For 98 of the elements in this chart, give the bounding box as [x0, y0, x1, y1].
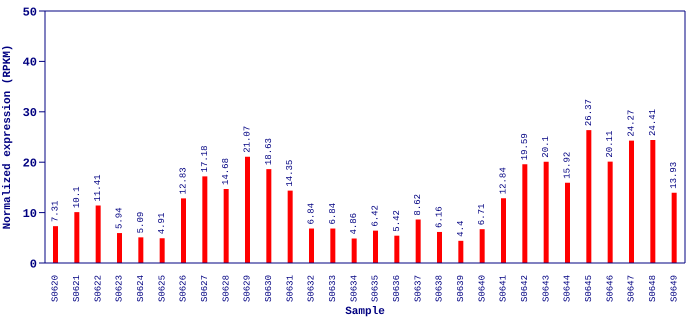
- data-label: 5.09: [136, 212, 146, 234]
- bar: [416, 220, 421, 263]
- bar: [501, 198, 506, 263]
- bar: [330, 228, 336, 263]
- bar: [309, 228, 314, 263]
- bar: [96, 205, 101, 263]
- data-label: 6.42: [370, 205, 380, 227]
- x-tick-label: S0638: [434, 275, 445, 302]
- bar: [522, 164, 528, 263]
- data-label: 4.86: [349, 212, 360, 235]
- x-tick-label: S0621: [72, 275, 82, 302]
- bar: [437, 232, 442, 263]
- x-tick-label: S0624: [136, 275, 146, 302]
- bar: [288, 190, 293, 263]
- x-tick-label: S0649: [669, 275, 680, 302]
- x-tick-label: S0634: [349, 275, 360, 302]
- data-label: 6.84: [328, 202, 338, 225]
- x-tick-label: S0626: [178, 275, 189, 302]
- x-tick-label: S0640: [477, 275, 488, 302]
- bar: [202, 176, 208, 263]
- x-tick-label: S0623: [114, 275, 125, 302]
- bar: [480, 229, 485, 263]
- x-tick-label: S0633: [328, 275, 338, 302]
- data-label: 24.27: [626, 110, 636, 137]
- data-label: 21.07: [242, 126, 252, 153]
- bar: [224, 189, 229, 263]
- y-axis-title: Normalized expression (RPKM): [2, 44, 14, 230]
- x-tick-label: S0635: [370, 275, 381, 302]
- data-label: 12.83: [178, 167, 188, 194]
- x-axis-title: Sample: [345, 306, 386, 318]
- data-label: 20.11: [605, 130, 616, 158]
- x-tick-label: S0620: [50, 275, 61, 302]
- bar: [266, 169, 272, 263]
- bar: [394, 236, 400, 263]
- x-tick-label: S0647: [626, 275, 637, 302]
- x-tick-label: S0637: [413, 275, 424, 302]
- data-label: 4.4: [456, 220, 466, 237]
- x-tick-label: S0644: [562, 275, 573, 302]
- x-tick-label: S0622: [93, 275, 104, 302]
- data-label: 14.35: [285, 160, 296, 187]
- x-tick-label: S0646: [605, 275, 616, 302]
- bar: [138, 237, 144, 263]
- bar: [629, 140, 634, 263]
- x-tick-label: S0627: [200, 275, 210, 302]
- data-label: 6.16: [434, 206, 444, 228]
- data-label: 4.91: [157, 212, 168, 234]
- data-label: 14.68: [221, 158, 232, 186]
- bar: [544, 162, 549, 263]
- x-tick-label: S0636: [392, 275, 402, 302]
- data-label: 13.93: [669, 162, 680, 189]
- data-label: 15.92: [562, 152, 572, 179]
- bar: [608, 162, 613, 263]
- bar: [458, 240, 464, 263]
- x-tick-label: S0625: [157, 275, 168, 302]
- bar: [586, 130, 592, 263]
- data-label: 24.41: [648, 108, 658, 136]
- y-tick-label: 10: [22, 206, 37, 221]
- x-tick-label: S0639: [456, 275, 466, 302]
- x-tick-label: S0643: [541, 275, 552, 302]
- data-label: 6.71: [477, 204, 488, 226]
- data-label: 5.42: [392, 210, 402, 232]
- bar: [650, 140, 656, 263]
- data-label: 17.18: [200, 145, 210, 172]
- y-tick-label: 20: [22, 156, 37, 170]
- data-label: 18.63: [264, 138, 274, 166]
- data-label: 7.31: [50, 200, 60, 222]
- data-label: 11.41: [93, 174, 104, 202]
- x-tick-label: S0641: [498, 275, 509, 302]
- x-tick-label: S0645: [584, 275, 594, 302]
- bar: [245, 156, 250, 263]
- data-label: 6.84: [306, 202, 316, 225]
- x-tick-label: S0648: [648, 275, 658, 302]
- y-tick-label: 30: [22, 106, 37, 120]
- data-label: 10.1: [72, 186, 82, 208]
- data-label: 19.59: [520, 133, 530, 160]
- bar: [373, 230, 378, 263]
- bar: [181, 198, 186, 263]
- bar: [53, 226, 58, 263]
- y-tick-label: 0: [30, 257, 37, 272]
- data-label: 12.84: [498, 167, 508, 194]
- y-tick-label: 50: [22, 5, 37, 20]
- x-tick-label: S0629: [242, 275, 253, 302]
- bar: [565, 182, 570, 263]
- bar: [352, 238, 357, 263]
- data-label: 8.62: [413, 194, 424, 216]
- bar: [160, 238, 165, 263]
- data-label: 26.37: [584, 99, 594, 126]
- data-label: 20.1: [541, 136, 552, 158]
- data-label: 5.94: [114, 207, 124, 230]
- y-tick-label: 40: [22, 56, 37, 70]
- bar: [74, 212, 80, 263]
- x-tick-label: S0642: [520, 275, 530, 302]
- x-tick-label: S0628: [221, 275, 232, 302]
- x-tick-label: S0631: [285, 275, 296, 302]
- bar: [672, 192, 677, 263]
- bar: [117, 233, 122, 263]
- x-tick-label: S0632: [306, 275, 317, 302]
- x-tick-label: S0630: [264, 275, 274, 302]
